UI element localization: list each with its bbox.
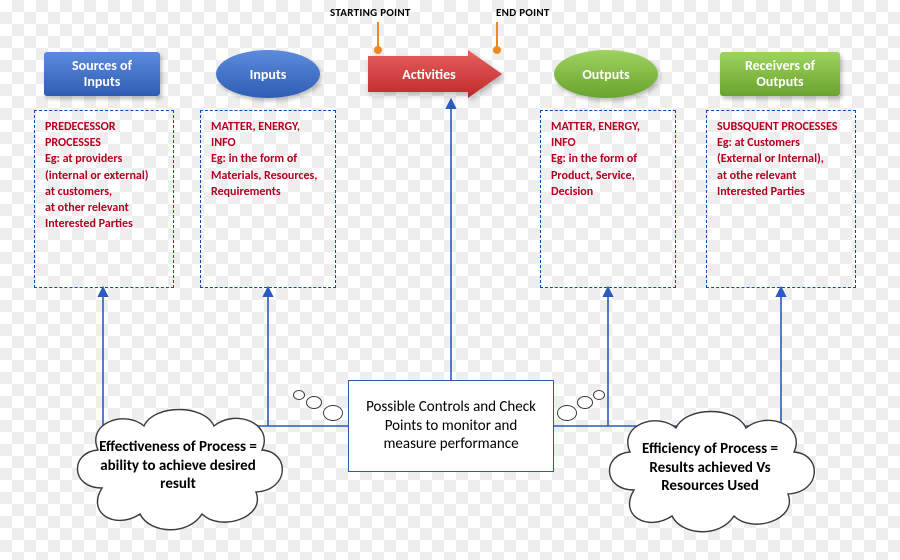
- efficiency-cloud: Efficiency of Process = Results achieved…: [596, 398, 824, 538]
- receivers-description: SUBSQUENT PROCESSES Eg: at Customers (Ex…: [706, 110, 856, 288]
- sources-description: PREDECESSOR PROCESSES Eg: at providers (…: [34, 110, 174, 288]
- activities-arrow: Activities: [368, 50, 502, 98]
- bubble-right-1-icon: [557, 405, 577, 421]
- activities-label: Activities: [368, 50, 502, 98]
- end-point-tick: [496, 22, 498, 50]
- sources-of-inputs-box: Sources of Inputs: [44, 52, 160, 96]
- outputs-description: MATTER, ENERGY, INFO Eg: in the form of …: [540, 110, 676, 288]
- inputs-ellipse: Inputs: [216, 50, 320, 98]
- starting-point-label: STARTING POINT: [330, 6, 411, 19]
- bubble-right-2-icon: [577, 396, 593, 409]
- controls-checkpoints-box: Possible Controls and Check Points to mo…: [348, 380, 554, 472]
- effectiveness-text: Effectiveness of Process = ability to ac…: [64, 396, 292, 536]
- efficiency-text: Efficiency of Process = Results achieved…: [596, 398, 824, 538]
- outputs-ellipse: Outputs: [554, 50, 658, 98]
- bubble-left-3-icon: [293, 390, 305, 400]
- receivers-of-outputs-box: Receivers of Outputs: [720, 52, 840, 96]
- end-point-label: END POINT: [496, 6, 550, 19]
- starting-point-tick: [377, 22, 379, 50]
- effectiveness-cloud: Effectiveness of Process = ability to ac…: [64, 396, 292, 536]
- bubble-left-1-icon: [323, 405, 343, 421]
- inputs-description: MATTER, ENERGY, INFO Eg: in the form of …: [200, 110, 336, 288]
- bubble-left-2-icon: [306, 396, 322, 409]
